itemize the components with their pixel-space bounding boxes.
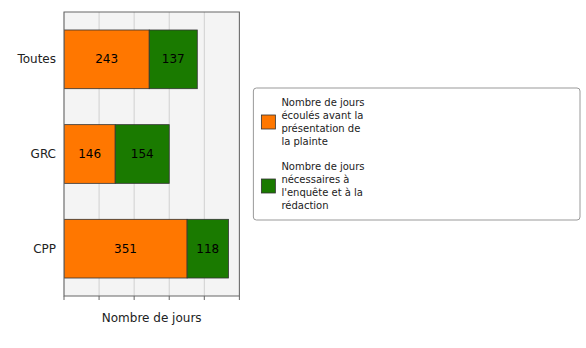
data-label: 351 xyxy=(114,242,137,256)
legend-label-line: nécessaires à xyxy=(281,174,349,185)
x-tick xyxy=(64,296,65,300)
data-label: 137 xyxy=(162,52,185,66)
legend-entry: Nombre de jours écoulés avant la présentat… xyxy=(261,97,364,147)
x-tick xyxy=(99,296,100,300)
legend-label-line: Nombre de jours xyxy=(281,97,364,108)
x-tick xyxy=(134,296,135,300)
x-tick xyxy=(239,296,240,300)
bar xyxy=(64,30,149,89)
legend-swatch xyxy=(261,115,275,129)
legend-label-line: rédaction xyxy=(281,200,328,211)
legend-swatch xyxy=(261,179,275,193)
bar xyxy=(64,219,187,278)
grid xyxy=(64,12,239,296)
y-tick-label: CPP xyxy=(33,242,56,256)
bar xyxy=(115,125,169,184)
data-label: 118 xyxy=(196,242,219,256)
legend-label: Nombre de jours nécessaires à l'enquête et… xyxy=(281,161,364,211)
legend-label-line: écoulés avant la xyxy=(281,110,363,121)
bar xyxy=(149,30,197,89)
bar xyxy=(64,125,115,184)
legend-label-line: l'enquête et à la xyxy=(281,187,363,198)
chart: 351 146 243 118 154 137 CPP GRC Toutes Nombre de … xyxy=(0,0,586,348)
legend-label-line: Nombre de jours xyxy=(281,161,364,172)
legend-frame xyxy=(253,88,580,220)
plot-background xyxy=(64,12,239,296)
x-axis-label: Nombre de jours xyxy=(102,311,202,325)
data-label: 154 xyxy=(131,147,154,161)
data-labels: 351 146 243 118 154 137 xyxy=(78,52,219,255)
x-tick xyxy=(204,296,205,300)
data-label: 243 xyxy=(95,52,118,66)
y-axis: CPP GRC Toutes xyxy=(16,52,56,255)
plot-frame xyxy=(64,12,239,296)
data-label: 146 xyxy=(78,147,101,161)
x-tick xyxy=(169,296,170,300)
legend-label: Nombre de jours écoulés avant la présentat… xyxy=(281,97,364,147)
x-axis xyxy=(64,296,239,300)
bar xyxy=(187,219,228,278)
bars xyxy=(64,30,229,278)
y-tick-label: GRC xyxy=(31,147,56,161)
legend-label-line: la plainte xyxy=(281,136,328,147)
y-tick-label: Toutes xyxy=(16,52,56,66)
legend-label-line: présentation de xyxy=(281,123,360,134)
legend-entry: Nombre de jours nécessaires à l'enquête et… xyxy=(261,161,364,211)
legend: Nombre de jours écoulés avant la présentat… xyxy=(253,88,580,220)
